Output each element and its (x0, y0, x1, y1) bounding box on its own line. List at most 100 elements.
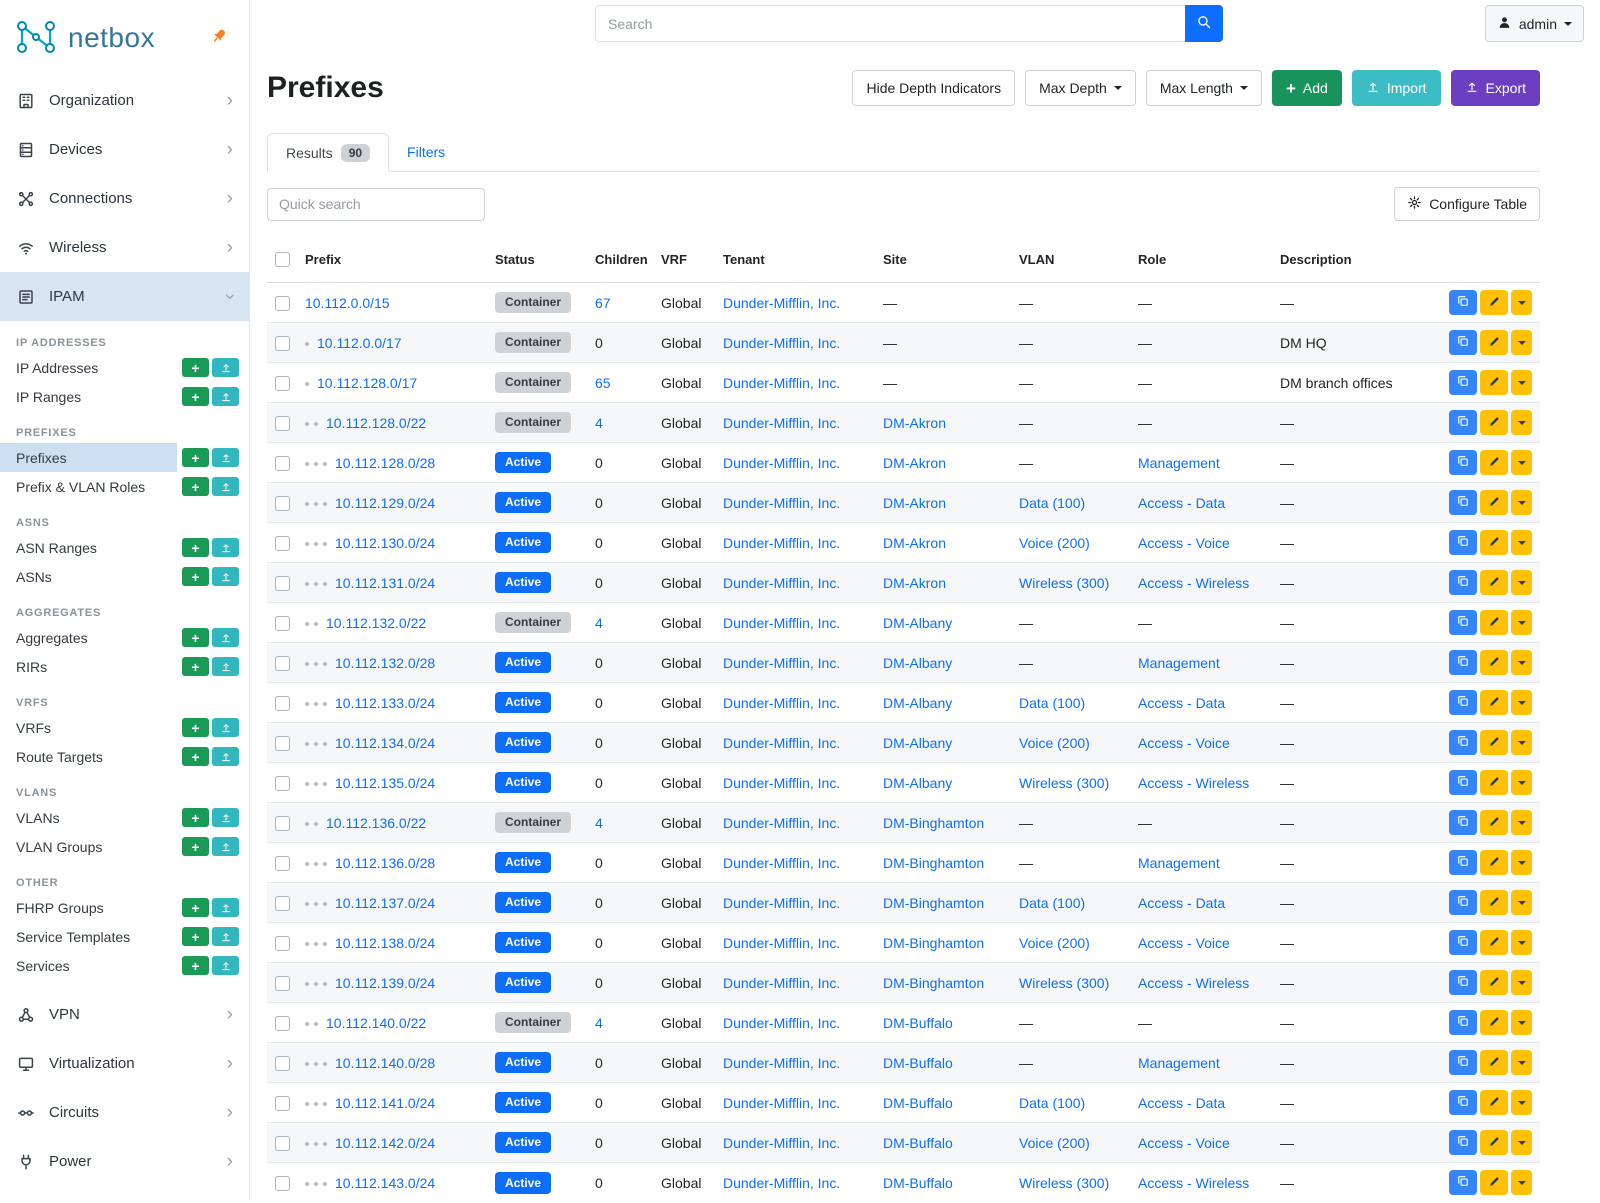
add-rirs-button[interactable]: + (182, 657, 209, 676)
tenant-link[interactable]: Dunder-Mifflin, Inc. (723, 1094, 841, 1111)
prefix-link[interactable]: 10.112.131.0/24 (335, 574, 436, 591)
sidebar-item-vrfs[interactable]: VRFs + (0, 713, 249, 742)
vlan-link[interactable]: Wireless (300) (1019, 1174, 1110, 1191)
column-header-vlan[interactable]: VLAN (1011, 236, 1130, 284)
vlan-link[interactable]: Voice (200) (1019, 534, 1090, 551)
tab-results[interactable]: Results 90 (267, 133, 390, 172)
tenant-link[interactable]: Dunder-Mifflin, Inc. (723, 694, 841, 711)
prefix-link[interactable]: 10.112.128.0/28 (335, 454, 436, 471)
edit-button[interactable] (1480, 570, 1508, 596)
prefix-link[interactable]: 10.112.129.0/24 (335, 494, 436, 511)
vlan-link[interactable]: Voice (200) (1019, 1134, 1090, 1151)
edit-button[interactable] (1480, 730, 1508, 756)
max-length-dropdown[interactable]: Max Length (1145, 70, 1262, 106)
children-count-link[interactable]: 4 (595, 1014, 603, 1031)
sidebar-item-asn-ranges[interactable]: ASN Ranges + (0, 533, 249, 562)
edit-button[interactable] (1480, 850, 1508, 876)
edit-dropdown-button[interactable] (1511, 770, 1532, 796)
row-checkbox[interactable] (275, 935, 290, 951)
clone-button[interactable] (1449, 1090, 1477, 1116)
vlan-link[interactable]: Data (100) (1019, 494, 1086, 511)
column-header-status[interactable]: Status (487, 236, 587, 284)
sidebar-item-vpn[interactable]: VPN › (0, 990, 249, 1039)
add-asns-button[interactable]: + (182, 567, 209, 586)
column-header-children[interactable]: Children (587, 236, 653, 284)
row-checkbox[interactable] (275, 655, 290, 671)
row-checkbox[interactable] (275, 575, 290, 591)
row-checkbox[interactable] (275, 855, 290, 871)
edit-dropdown-button[interactable] (1511, 1090, 1532, 1116)
role-link[interactable]: Access - Wireless (1138, 774, 1250, 791)
sidebar-item-asns[interactable]: ASNs + (0, 562, 249, 591)
edit-button[interactable] (1480, 1050, 1508, 1076)
tenant-link[interactable]: Dunder-Mifflin, Inc. (723, 974, 841, 991)
prefix-link[interactable]: 10.112.128.0/22 (326, 414, 427, 431)
sidebar-item-route-targets[interactable]: Route Targets + (0, 742, 249, 771)
edit-dropdown-button[interactable] (1511, 1010, 1532, 1036)
clone-button[interactable] (1449, 290, 1477, 316)
tenant-link[interactable]: Dunder-Mifflin, Inc. (723, 534, 841, 551)
user-menu-button[interactable]: admin (1484, 5, 1584, 42)
row-checkbox[interactable] (275, 295, 290, 311)
clone-button[interactable] (1449, 890, 1477, 916)
import-prefixes-button[interactable] (212, 448, 239, 467)
tenant-link[interactable]: Dunder-Mifflin, Inc. (723, 934, 841, 951)
tenant-link[interactable]: Dunder-Mifflin, Inc. (723, 1014, 841, 1031)
site-link[interactable]: DM-Akron (883, 574, 947, 591)
tenant-link[interactable]: Dunder-Mifflin, Inc. (723, 414, 841, 431)
edit-button[interactable] (1480, 810, 1508, 836)
children-count-link[interactable]: 67 (595, 294, 611, 311)
edit-dropdown-button[interactable] (1511, 650, 1532, 676)
column-header-site[interactable]: Site (875, 236, 1011, 284)
edit-button[interactable] (1480, 1170, 1508, 1196)
edit-button[interactable] (1480, 930, 1508, 956)
prefix-link[interactable]: 10.112.136.0/22 (326, 814, 427, 831)
prefix-link[interactable]: 10.112.141.0/24 (335, 1094, 436, 1111)
prefix-link[interactable]: 10.112.130.0/24 (335, 534, 436, 551)
prefix-link[interactable]: 10.112.140.0/22 (326, 1014, 427, 1031)
row-checkbox[interactable] (275, 1176, 290, 1192)
sidebar-item-fhrp-groups[interactable]: FHRP Groups + (0, 893, 249, 922)
clone-button[interactable] (1449, 930, 1477, 956)
tenant-link[interactable]: Dunder-Mifflin, Inc. (723, 654, 841, 671)
row-checkbox[interactable] (275, 375, 290, 391)
sidebar-item-services[interactable]: Services + (0, 951, 249, 980)
role-link[interactable]: Access - Data (1138, 1094, 1226, 1111)
edit-dropdown-button[interactable] (1511, 930, 1532, 956)
sidebar-item-service-templates[interactable]: Service Templates + (0, 922, 249, 951)
site-link[interactable]: DM-Albany (883, 734, 953, 751)
tenant-link[interactable]: Dunder-Mifflin, Inc. (723, 814, 841, 831)
import-vlans-button[interactable] (212, 808, 239, 827)
global-search-button[interactable] (1185, 5, 1223, 42)
import-services-button[interactable] (212, 956, 239, 975)
sidebar-item-ip-addresses[interactable]: IP Addresses + (0, 353, 249, 382)
import-route-targets-button[interactable] (212, 747, 239, 766)
children-count-link[interactable]: 65 (595, 374, 611, 391)
row-checkbox[interactable] (275, 535, 290, 551)
tenant-link[interactable]: Dunder-Mifflin, Inc. (723, 1134, 841, 1151)
row-checkbox[interactable] (275, 455, 290, 471)
role-link[interactable]: Management (1138, 454, 1220, 471)
add-service-templates-button[interactable]: + (182, 927, 209, 946)
pin-icon[interactable] (209, 26, 229, 46)
clone-button[interactable] (1449, 490, 1477, 516)
edit-button[interactable] (1480, 1010, 1508, 1036)
role-link[interactable]: Access - Voice (1138, 934, 1230, 951)
site-link[interactable]: DM-Akron (883, 534, 947, 551)
site-link[interactable]: DM-Binghamton (883, 894, 985, 911)
role-link[interactable]: Access - Voice (1138, 734, 1230, 751)
clone-button[interactable] (1449, 530, 1477, 556)
sidebar-item-aggregates[interactable]: Aggregates + (0, 623, 249, 652)
edit-button[interactable] (1480, 450, 1508, 476)
site-link[interactable]: DM-Buffalo (883, 1054, 953, 1071)
add-fhrp-groups-button[interactable]: + (182, 898, 209, 917)
vlan-link[interactable]: Data (100) (1019, 694, 1086, 711)
row-checkbox[interactable] (275, 735, 290, 751)
site-link[interactable]: DM-Binghamton (883, 814, 985, 831)
clone-button[interactable] (1449, 690, 1477, 716)
clone-button[interactable] (1449, 1170, 1477, 1196)
clone-button[interactable] (1449, 730, 1477, 756)
import-ip-addresses-button[interactable] (212, 358, 239, 377)
sidebar-item-virtualization[interactable]: Virtualization › (0, 1039, 249, 1088)
site-link[interactable]: DM-Buffalo (883, 1134, 953, 1151)
